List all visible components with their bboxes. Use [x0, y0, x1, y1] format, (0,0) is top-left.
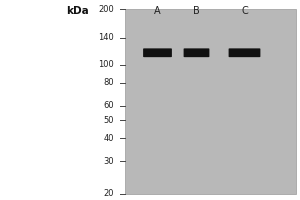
Text: 20: 20: [103, 190, 114, 198]
Text: 100: 100: [98, 60, 114, 69]
Text: 30: 30: [103, 157, 114, 166]
Text: A: A: [154, 6, 161, 16]
Text: 200: 200: [98, 4, 114, 14]
Text: B: B: [193, 6, 200, 16]
Text: 80: 80: [103, 78, 114, 87]
Text: 40: 40: [103, 134, 114, 143]
Text: 60: 60: [103, 101, 114, 110]
Text: 50: 50: [103, 116, 114, 125]
Text: C: C: [241, 6, 248, 16]
Text: kDa: kDa: [66, 6, 89, 16]
Text: 140: 140: [98, 33, 114, 42]
